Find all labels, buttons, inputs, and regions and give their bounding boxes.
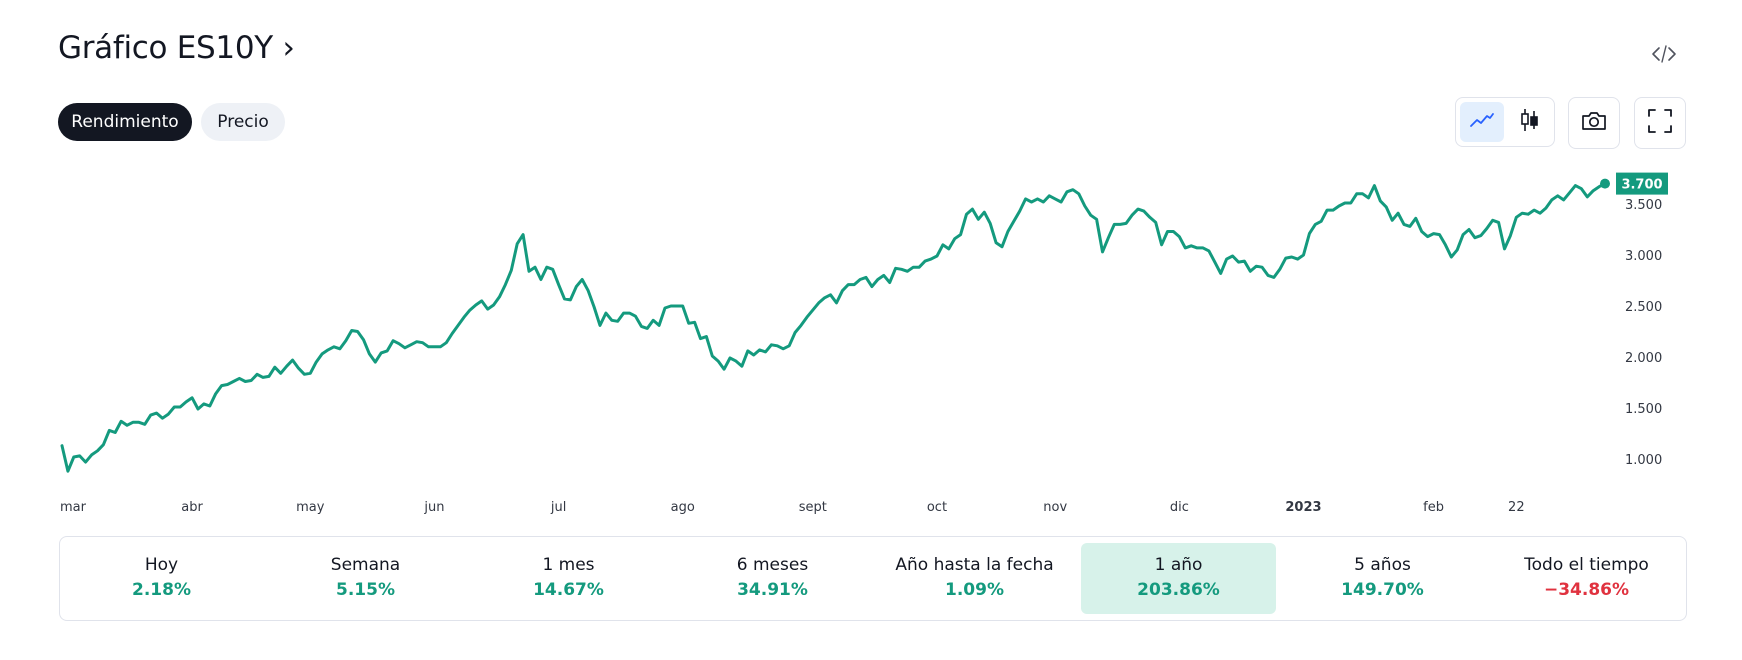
- timeframe-change: 34.91%: [737, 580, 808, 600]
- code-icon[interactable]: [1650, 40, 1678, 68]
- y-tick-label: 3.500: [1625, 198, 1662, 213]
- timeframe-bar: Hoy 2.18% Semana 5.15% 1 mes 14.67% 6 meses 34.…: [59, 536, 1687, 621]
- timeframe-label: Semana: [330, 555, 401, 575]
- timeframe-año-hasta-la-fecha[interactable]: Año hasta la fecha 1.09%: [877, 543, 1072, 614]
- fullscreen-button[interactable]: [1634, 97, 1686, 149]
- tab-precio[interactable]: Precio: [201, 103, 285, 141]
- timeframe-label: Todo el tiempo: [1524, 555, 1649, 575]
- last-value-badge: [1616, 172, 1668, 195]
- y-tick-label: 2.500: [1625, 300, 1662, 315]
- x-tick-label: sept: [799, 500, 827, 515]
- timeframe-label: 6 meses: [736, 555, 809, 575]
- camera-icon: [1580, 109, 1608, 137]
- screenshot-button[interactable]: [1568, 97, 1620, 149]
- last-value-label: 3.700: [1621, 178, 1662, 193]
- fullscreen-icon: [1647, 108, 1673, 138]
- x-tick-label: ago: [671, 500, 695, 515]
- timeframe-label: 5 años: [1354, 555, 1411, 575]
- line-chart-button[interactable]: [1460, 102, 1504, 142]
- x-tick-label: dic: [1170, 500, 1189, 515]
- line-chart-icon: [1469, 110, 1495, 134]
- y-tick-label: 1.000: [1625, 453, 1662, 468]
- candlestick-chart-button[interactable]: [1507, 102, 1551, 142]
- x-tick-label: nov: [1043, 500, 1067, 515]
- timeframe-6-meses[interactable]: 6 meses 34.91%: [675, 543, 870, 614]
- timeframe-change: 1.09%: [945, 580, 1004, 600]
- y-tick-label: 2.000: [1625, 351, 1662, 366]
- yield-line-chart[interactable]: 1.000 1.500 2.000 2.500 3.000 3.500 mar abr may j…: [0, 0, 1742, 530]
- chart-type-toggle: [1455, 97, 1555, 147]
- timeframe-1-mes[interactable]: 1 mes 14.67%: [471, 543, 666, 614]
- x-tick-label: feb: [1423, 500, 1444, 515]
- timeframe-hoy[interactable]: Hoy 2.18%: [64, 543, 259, 614]
- timeframe-1-año[interactable]: 1 año 203.86%: [1081, 543, 1276, 614]
- y-tick-label: 1.500: [1625, 402, 1662, 417]
- timeframe-change: 149.70%: [1341, 580, 1424, 600]
- timeframe-label: 1 año: [1154, 555, 1203, 575]
- x-tick-label: 2023: [1285, 500, 1321, 515]
- yield-series-line: [60, 182, 1607, 473]
- x-tick-label: jul: [550, 500, 566, 515]
- tab-rendimiento[interactable]: Rendimiento: [58, 103, 192, 141]
- x-tick-label: mar: [60, 500, 87, 515]
- x-tick-label: oct: [927, 500, 947, 515]
- page-title[interactable]: Gráfico ES10Y ›: [58, 30, 295, 66]
- timeframe-label: 1 mes: [542, 555, 595, 575]
- timeframe-label: Hoy: [144, 555, 179, 575]
- timeframe-5-años[interactable]: 5 años 149.70%: [1285, 543, 1480, 614]
- timeframe-change: −34.86%: [1543, 580, 1630, 600]
- timeframe-change: 203.86%: [1137, 580, 1220, 600]
- x-tick-label: abr: [181, 500, 203, 515]
- x-tick-label: may: [296, 500, 325, 515]
- x-tick-label: jun: [423, 500, 444, 515]
- timeframe-label: Año hasta la fecha: [895, 555, 1054, 575]
- timeframe-semana[interactable]: Semana 5.15%: [268, 543, 463, 614]
- timeframe-change: 5.15%: [336, 580, 395, 600]
- last-value-marker: [1600, 178, 1610, 189]
- x-tick-label: 22: [1508, 500, 1525, 515]
- timeframe-todo-el-tiempo[interactable]: Todo el tiempo −34.86%: [1489, 543, 1684, 614]
- candlestick-icon: [1518, 107, 1540, 137]
- y-tick-label: 3.000: [1625, 249, 1662, 264]
- timeframe-change: 14.67%: [533, 580, 604, 600]
- timeframe-change: 2.18%: [132, 580, 191, 600]
